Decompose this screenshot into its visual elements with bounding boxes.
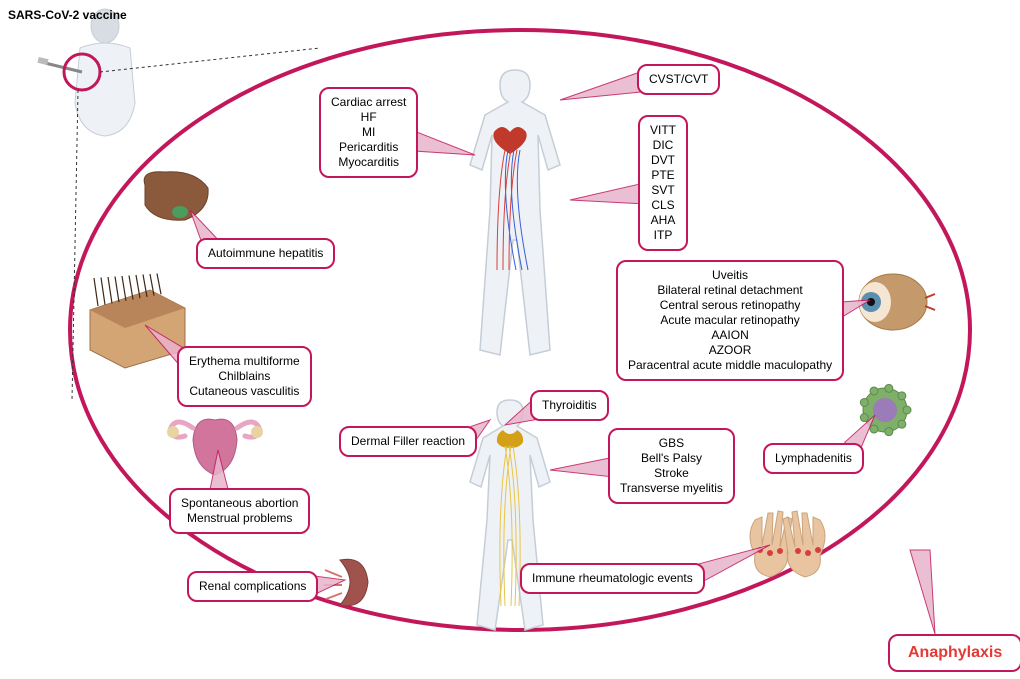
body_lower-icon: [470, 400, 550, 630]
box-lymph-line: Lymphadenitis: [775, 451, 852, 466]
box-cvst-line: CVST/CVT: [649, 72, 708, 87]
box-cardiac-line: Cardiac arrest: [331, 95, 406, 110]
box-eye-line: Bilateral retinal detachment: [628, 283, 832, 298]
box-thyroid: Thyroiditis: [530, 390, 609, 421]
box-skin-line: Chilblains: [189, 369, 300, 384]
box-rheum-line: Immune rheumatologic events: [532, 571, 693, 586]
box-neuro-line: Stroke: [620, 466, 723, 481]
box-cvst: CVST/CVT: [637, 64, 720, 95]
box-dermal: Dermal Filler reaction: [339, 426, 477, 457]
box-coag-line: ITP: [650, 228, 676, 243]
eye-icon: [859, 274, 935, 330]
box-eye-line: AZOOR: [628, 343, 832, 358]
box-coag-line: SVT: [650, 183, 676, 198]
box-eye: UveitisBilateral retinal detachmentCentr…: [616, 260, 844, 381]
diagram-title: SARS-CoV-2 vaccine: [8, 8, 127, 22]
box-cardiac-line: MI: [331, 125, 406, 140]
box-abortion: Spontaneous abortionMenstrual problems: [169, 488, 310, 534]
box-hepatitis: Autoimmune hepatitis: [196, 238, 335, 269]
box-eye-line: AAION: [628, 328, 832, 343]
box-renal: Renal complications: [187, 571, 318, 602]
liver-icon: [144, 172, 208, 220]
box-cardiac-line: HF: [331, 110, 406, 125]
box-coag-line: DVT: [650, 153, 676, 168]
box-dermal-line: Dermal Filler reaction: [351, 434, 465, 449]
box-coag-line: CLS: [650, 198, 676, 213]
anaphylaxis-box: Anaphylaxis: [888, 634, 1020, 672]
box-lymph: Lymphadenitis: [763, 443, 864, 474]
box-coag-line: VITT: [650, 123, 676, 138]
box-renal-line: Renal complications: [199, 579, 306, 594]
box-eye-line: Uveitis: [628, 268, 832, 283]
box-cardiac-line: Myocarditis: [331, 155, 406, 170]
box-eye-line: Paracentral acute middle maculopathy: [628, 358, 832, 373]
body_main-icon: [470, 70, 560, 355]
box-skin-line: Cutaneous vasculitis: [189, 384, 300, 399]
diagram-canvas: [0, 0, 1020, 679]
box-neuro-line: Bell's Palsy: [620, 451, 723, 466]
box-eye-line: Central serous retinopathy: [628, 298, 832, 313]
box-rheum: Immune rheumatologic events: [520, 563, 705, 594]
hands-icon: [750, 511, 825, 577]
box-coag: VITTDICDVTPTESVTCLSAHAITP: [638, 115, 688, 251]
box-neuro: GBSBell's PalsyStrokeTransverse myelitis: [608, 428, 735, 504]
box-skin-line: Erythema multiforme: [189, 354, 300, 369]
box-neuro-line: Transverse myelitis: [620, 481, 723, 496]
box-abortion-line: Menstrual problems: [181, 511, 298, 526]
box-thyroid-line: Thyroiditis: [542, 398, 597, 413]
box-skin: Erythema multiformeChilblainsCutaneous v…: [177, 346, 312, 407]
box-coag-line: DIC: [650, 138, 676, 153]
anaphylaxis-label: Anaphylaxis: [908, 644, 1002, 661]
box-neuro-line: GBS: [620, 436, 723, 451]
box-hepatitis-line: Autoimmune hepatitis: [208, 246, 323, 261]
box-cardiac-line: Pericarditis: [331, 140, 406, 155]
box-coag-line: AHA: [650, 213, 676, 228]
box-coag-line: PTE: [650, 168, 676, 183]
box-eye-line: Acute macular retinopathy: [628, 313, 832, 328]
box-abortion-line: Spontaneous abortion: [181, 496, 298, 511]
box-cardiac: Cardiac arrestHFMIPericarditisMyocarditi…: [319, 87, 418, 178]
